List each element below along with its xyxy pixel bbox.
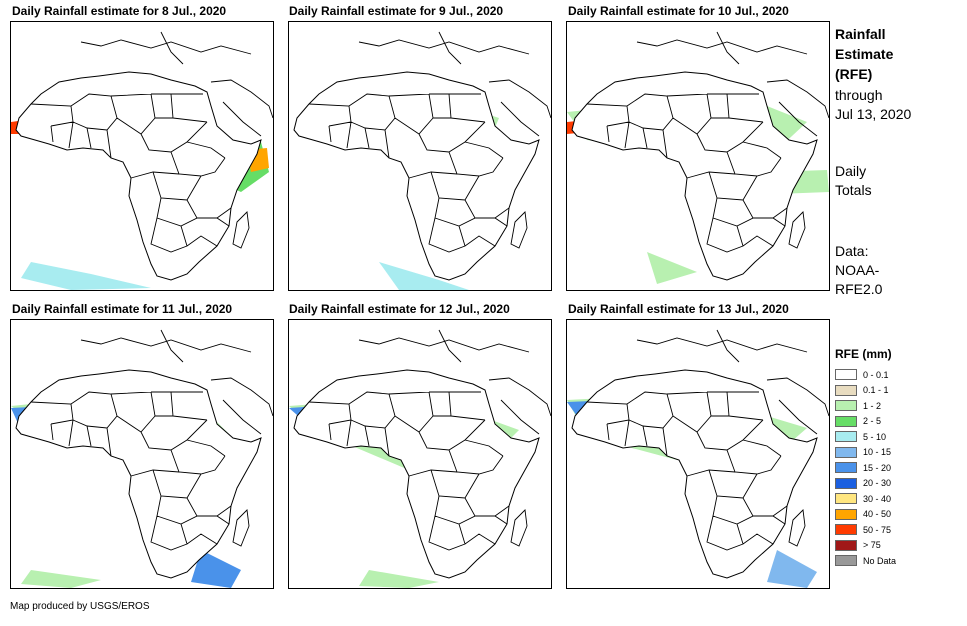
rainfall-map-9-jul <box>288 21 552 291</box>
panel-title-3: Daily Rainfall estimate for 10 Jul., 202… <box>568 4 789 18</box>
legend-swatch <box>835 415 857 427</box>
daily-totals-line2: Totals <box>835 182 872 198</box>
legend-row: 50 - 75 <box>835 522 896 538</box>
africa-map-svg <box>289 329 551 588</box>
legend-swatch <box>835 493 857 505</box>
legend-swatch <box>835 539 857 551</box>
legend-label: 40 - 50 <box>863 509 892 520</box>
daily-totals-line1: Daily <box>835 163 867 179</box>
panel-title-6: Daily Rainfall estimate for 13 Jul., 202… <box>568 302 789 316</box>
panel-title-5: Daily Rainfall estimate for 12 Jul., 202… <box>289 302 510 316</box>
daily-totals: Daily Totals <box>835 162 872 200</box>
legend-label: 50 - 75 <box>863 524 892 535</box>
africa-map-svg <box>11 329 273 588</box>
legend-label: > 75 <box>863 540 881 551</box>
legend-row: No Data <box>835 553 896 569</box>
legend-row: 15 - 20 <box>835 460 896 476</box>
legend-row: 40 - 50 <box>835 507 896 523</box>
panel-title-2: Daily Rainfall estimate for 9 Jul., 2020 <box>289 4 504 18</box>
panel-title-4: Daily Rainfall estimate for 11 Jul., 202… <box>12 302 233 316</box>
legend-label: 30 - 40 <box>863 493 892 504</box>
legend-row: 20 - 30 <box>835 476 896 492</box>
data-source-line1: Data: <box>835 243 869 259</box>
legend-swatch <box>835 446 857 458</box>
legend-swatch <box>835 384 857 396</box>
data-source: Data: NOAA- RFE2.0 <box>835 242 882 299</box>
legend-row: 1 - 2 <box>835 398 896 414</box>
data-source-line2: NOAA- <box>835 262 880 278</box>
rainfall-map-8-jul <box>10 21 274 291</box>
legend-row: 0.1 - 1 <box>835 383 896 399</box>
legend-swatch <box>835 477 857 489</box>
legend-label: No Data <box>863 555 897 566</box>
panel-title-1: Daily Rainfall estimate for 8 Jul., 2020 <box>12 4 227 18</box>
rainfall-map-11-jul <box>10 319 274 589</box>
legend-swatch <box>835 555 857 567</box>
legend-row: > 75 <box>835 538 896 554</box>
map-credit: Map produced by USGS/EROS <box>10 601 150 612</box>
legend-row: 5 - 10 <box>835 429 896 445</box>
legend-label: 1 - 2 <box>863 400 882 411</box>
rfe-title: Rainfall Estimate (RFE) <box>835 24 893 84</box>
legend-title: RFE (mm) <box>835 347 892 361</box>
legend-label: 20 - 30 <box>863 478 892 489</box>
rainfall-map-10-jul <box>566 21 830 291</box>
legend-label: 2 - 5 <box>863 416 882 427</box>
africa-map-svg <box>293 31 551 290</box>
rfe-title-line1: Rainfall <box>835 26 886 42</box>
through-label: through <box>835 87 883 103</box>
legend-swatch <box>835 508 857 520</box>
legend-swatch <box>835 524 857 536</box>
legend-swatch <box>835 400 857 412</box>
legend-row: 2 - 5 <box>835 414 896 430</box>
rfe-title-line3: (RFE) <box>835 66 873 82</box>
rainfall-map-13-jul <box>566 319 830 589</box>
legend-swatch <box>835 431 857 443</box>
africa-map-svg <box>567 31 829 284</box>
africa-map-svg <box>567 329 829 588</box>
legend-label: 15 - 20 <box>863 462 892 473</box>
legend-row: 30 - 40 <box>835 491 896 507</box>
legend-swatch <box>835 462 857 474</box>
legend-label: 10 - 15 <box>863 447 892 458</box>
africa-map-svg <box>11 31 273 290</box>
legend-label: 0 - 0.1 <box>863 369 889 380</box>
legend-label: 5 - 10 <box>863 431 887 442</box>
rainfall-map-12-jul <box>288 319 552 589</box>
rfe-title-line2: Estimate <box>835 46 894 62</box>
data-source-line3: RFE2.0 <box>835 281 883 297</box>
through-date-value: Jul 13, 2020 <box>835 106 912 122</box>
legend-row: 10 - 15 <box>835 445 896 461</box>
legend-label: 0.1 - 1 <box>863 385 889 396</box>
legend-rows: 0 - 0.1 0.1 - 1 1 - 2 2 - 5 5 - 10 10 - 15 15 … <box>835 367 896 569</box>
legend-swatch <box>835 369 857 381</box>
through-date: through Jul 13, 2020 <box>835 86 911 124</box>
rfe-legend: RFE (mm) 0 - 0.1 0.1 - 1 1 - 2 2 - 5 5 - 10 1… <box>835 347 896 569</box>
legend-row: 0 - 0.1 <box>835 367 896 383</box>
